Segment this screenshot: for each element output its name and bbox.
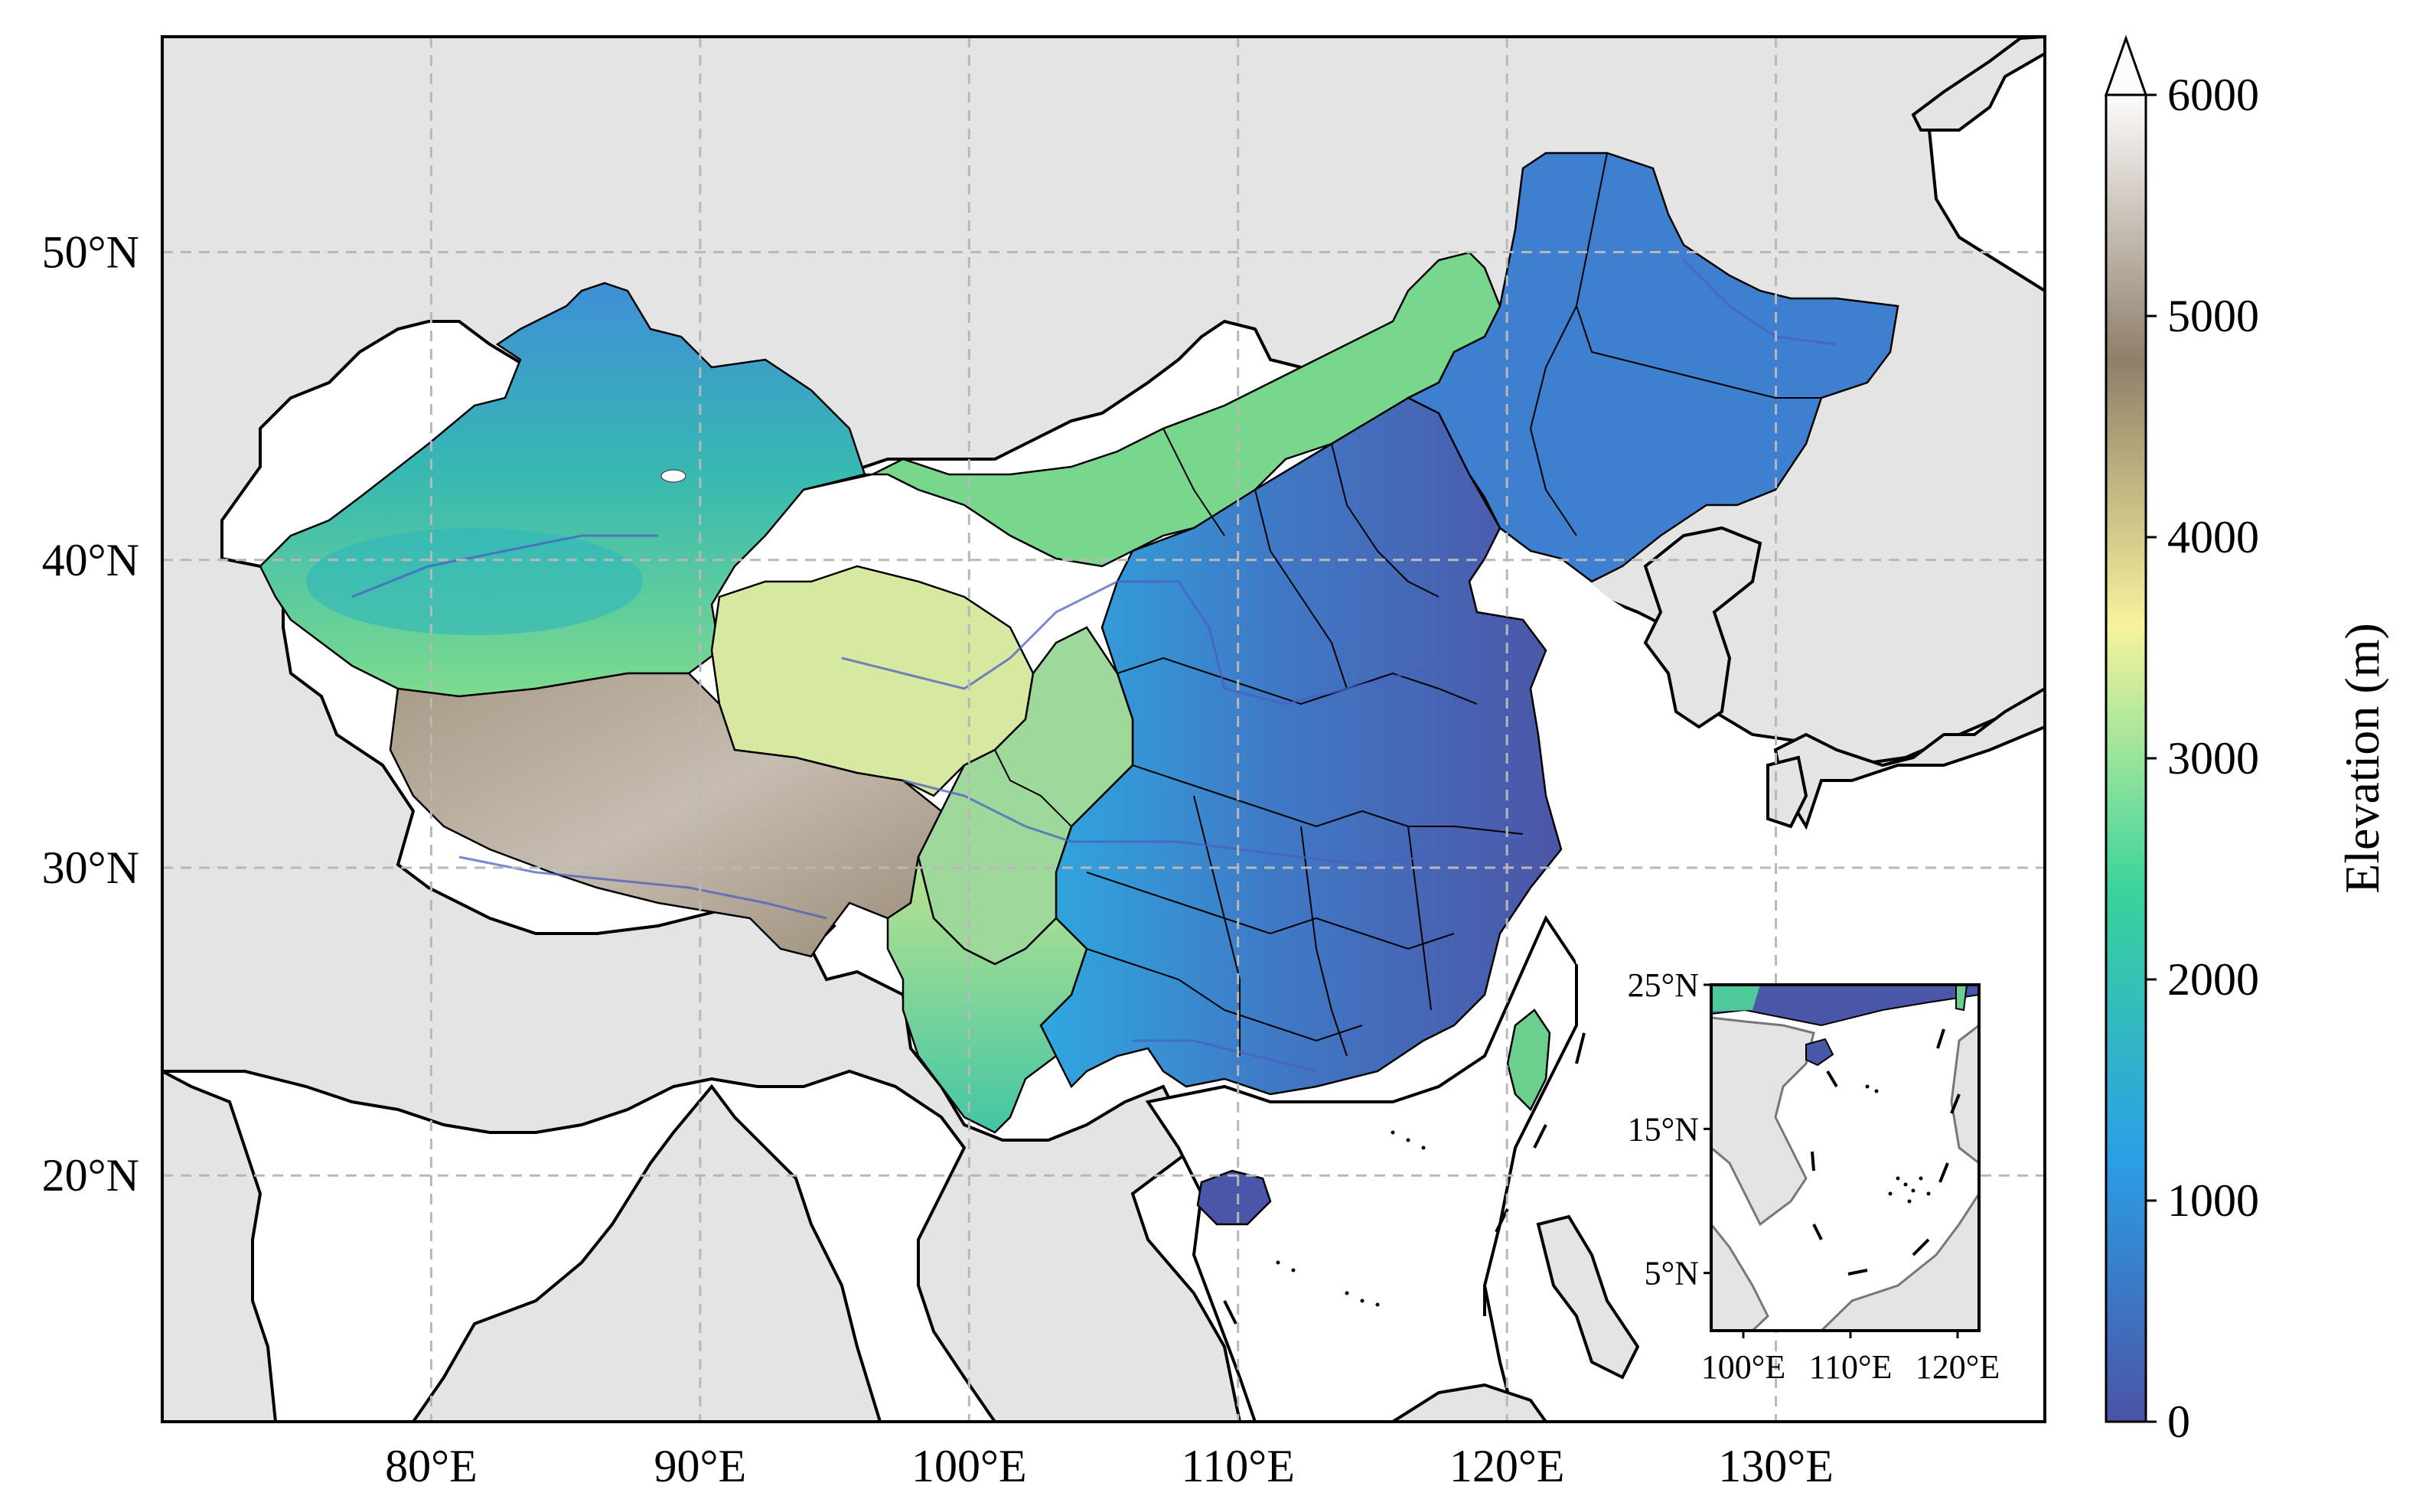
inset-lon-tick-label: 100°E — [1701, 1348, 1785, 1386]
inset-lon-tick-label: 110°E — [1809, 1348, 1893, 1386]
inset-land-indochina — [1711, 1016, 1815, 1227]
colorbar-tick-label: 4000 — [2167, 512, 2259, 562]
lon-tick-label: 90°E — [654, 1441, 747, 1491]
lat-tick-label: 20°N — [42, 1150, 139, 1201]
colorbar-tick-label: 6000 — [2167, 70, 2259, 120]
region-tibet — [389, 672, 943, 958]
region-hainan — [1196, 1169, 1272, 1226]
inset-frame — [1710, 983, 1981, 1332]
south-china-sea — [1145, 914, 1578, 1422]
kyushu — [1766, 755, 1808, 829]
inset-china-green — [1711, 985, 1760, 1012]
colorbar: 0 1000 2000 3000 4000 5000 6000 Elevation (m) — [2104, 34, 2389, 1447]
colorbar-tick-label: 1000 — [2167, 1175, 2259, 1226]
lat-tick-label: 40°N — [42, 535, 139, 585]
bay-of-bengal — [162, 1069, 997, 1422]
tarim-basin — [306, 528, 643, 635]
lon-tick-label: 130°E — [1718, 1441, 1834, 1491]
inset-lat-tick-label: 25°N — [1628, 966, 1699, 1004]
main-tick-labels: 80°E 90°E 100°E 110°E 120°E 130°E 20°N 30°N 40°N… — [42, 227, 1834, 1491]
colorbar-tick-label: 0 — [2167, 1396, 2190, 1447]
nine-dash-line — [1223, 1032, 1586, 1325]
region-taiwan — [1506, 1009, 1551, 1112]
borneo — [1390, 1383, 1548, 1422]
colorbar-label: Elevation (m) — [2335, 623, 2389, 894]
inset-lat-tick-label: 15°N — [1628, 1110, 1699, 1148]
philippines — [1536, 1214, 1640, 1380]
inset-taiwan — [1955, 985, 1968, 1012]
scs-islands — [1276, 1130, 1426, 1307]
region-yunnan — [886, 856, 1088, 1134]
province-boundaries — [994, 152, 1821, 1057]
inset-map: 100°E 110°E 120°E 5°N 15°N 25°N — [1628, 966, 2000, 1386]
inset-nine-dash — [1811, 1028, 1961, 1276]
inset-land-philippines — [1950, 1024, 1979, 1165]
lon-tick-label: 100°E — [911, 1441, 1027, 1491]
rivers — [351, 259, 1837, 1073]
inset-islands — [1865, 1084, 1931, 1204]
lon-tick-label: 120°E — [1449, 1441, 1565, 1491]
colorbar-bar — [2105, 93, 2147, 1423]
lon-tick-label: 110°E — [1182, 1441, 1295, 1491]
korean-peninsula — [1643, 526, 1762, 729]
colorbar-tick-label: 2000 — [2167, 954, 2259, 1005]
lat-tick-label: 30°N — [42, 842, 139, 893]
lat-tick-label: 50°N — [42, 227, 139, 278]
inset-hainan — [1805, 1038, 1834, 1067]
east-sea — [1485, 490, 1760, 985]
sakhalin — [1911, 37, 2045, 132]
main-map — [162, 37, 2045, 1422]
lon-tick-label: 80°E — [385, 1441, 478, 1491]
inset-china-coast — [1711, 985, 1979, 1027]
colorbar-tick-label: 5000 — [2167, 291, 2259, 341]
inset-land-borneo — [1819, 1191, 1979, 1331]
inset-lon-tick-label: 120°E — [1916, 1348, 2000, 1386]
inset-tick-labels: 100°E 110°E 120°E 5°N 15°N 25°N — [1628, 966, 2000, 1386]
map-frame — [161, 35, 2046, 1423]
inset-land-malaya — [1711, 1222, 1769, 1331]
china — [259, 152, 1899, 1226]
colorbar-extend-arrow — [2104, 34, 2148, 96]
colorbar-tick-label: 3000 — [2167, 733, 2259, 784]
colorbar-ticks: 0 1000 2000 3000 4000 5000 6000 — [2146, 70, 2259, 1447]
inset-lat-tick-label: 5°N — [1645, 1255, 1699, 1292]
lake-bosten — [660, 469, 686, 483]
